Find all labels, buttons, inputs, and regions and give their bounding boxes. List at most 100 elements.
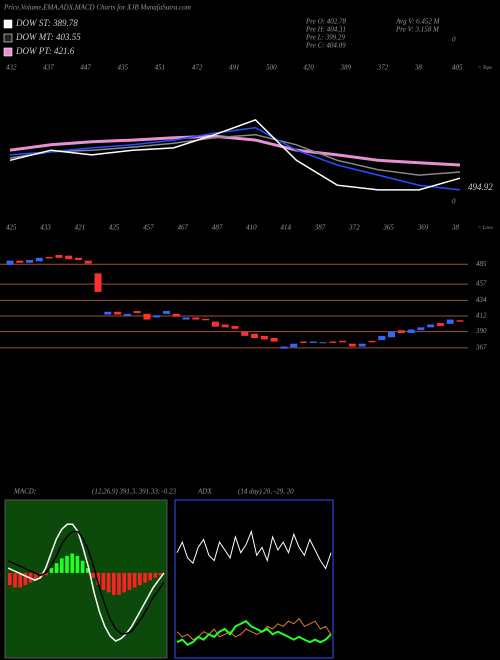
- candle: [6, 260, 14, 265]
- adx-label: ADX: [197, 488, 212, 496]
- macd-bar: [54, 563, 59, 573]
- legend-label: DOW PT: 421.6: [15, 46, 75, 56]
- candle: [309, 341, 317, 343]
- candle: [65, 255, 73, 260]
- top-label: 372: [377, 64, 389, 72]
- candle: [35, 257, 43, 262]
- end-label: 494.92: [468, 182, 493, 192]
- macd-params: (12,26,9) 391.3, 391.33, -0.23: [92, 488, 176, 496]
- y-tick-label: 412: [476, 312, 487, 320]
- info-text: Avg V: 6.452 M: [395, 18, 441, 26]
- candle: [84, 260, 92, 264]
- macd-bar: [44, 572, 49, 576]
- candle: [55, 254, 63, 258]
- macd-bar: [143, 572, 147, 583]
- macd-bar: [80, 560, 85, 573]
- low-label: 365: [382, 224, 394, 232]
- legend-swatch: [3, 33, 13, 43]
- candle: [74, 257, 82, 260]
- info-text: Pre O: 402.78: [305, 18, 346, 26]
- macd-bar: [91, 572, 95, 578]
- top-label: 405: [452, 64, 463, 72]
- low-label: 387: [314, 224, 326, 232]
- candle: [299, 341, 307, 343]
- info-text: Pre C: 404.09: [305, 42, 346, 50]
- macd-bar: [23, 572, 28, 586]
- candle: [348, 343, 356, 347]
- ema-line: [9, 119, 461, 191]
- macd-bar: [122, 572, 127, 593]
- macd-line: [7, 523, 165, 642]
- tops-caption: < Tops: [478, 66, 492, 71]
- candle: [26, 259, 34, 263]
- candle: [436, 323, 444, 326]
- y-tick-label: 434: [476, 296, 487, 304]
- adx-line: [176, 529, 332, 570]
- top-label: 435: [118, 64, 129, 72]
- y-tick-label: 485: [476, 260, 487, 268]
- macd-bar: [153, 572, 158, 578]
- ema-line: [9, 134, 461, 167]
- candle: [427, 324, 435, 328]
- info-text: Pre H: 404.31: [305, 26, 346, 34]
- ema-line: [9, 133, 461, 176]
- candle: [397, 330, 405, 334]
- low-label: 421: [75, 224, 86, 232]
- macd-bar: [96, 572, 101, 586]
- candle: [192, 317, 200, 320]
- low-label: 425: [6, 224, 17, 232]
- info-text: Pre V: 3.158 M: [395, 26, 440, 34]
- low-label: 433: [40, 224, 51, 232]
- candle: [339, 340, 347, 343]
- macd-bar: [8, 572, 12, 586]
- macd-bar: [112, 572, 116, 595]
- top-label: 447: [80, 64, 91, 72]
- page-title: Price,Volume,EMA,ADX,MACD Charts for XJB…: [3, 4, 191, 12]
- candle: [211, 321, 219, 327]
- candle: [16, 260, 24, 263]
- top-label: 472: [192, 64, 203, 72]
- macd-bar: [70, 553, 75, 573]
- candle: [143, 313, 151, 320]
- macd-bar: [60, 558, 64, 573]
- candle: [280, 346, 288, 349]
- candle: [153, 315, 161, 318]
- macd-bar: [34, 572, 38, 581]
- candle: [104, 311, 112, 315]
- candle: [163, 311, 171, 314]
- macd-line: [7, 530, 165, 635]
- info-text: Pre L: 399.29: [305, 34, 345, 42]
- candle: [378, 335, 386, 341]
- candle: [407, 329, 415, 334]
- candle: [290, 343, 298, 348]
- adx-params: (14 day) 20, -29, 20: [238, 488, 294, 496]
- candle: [182, 317, 190, 320]
- top-label: 451: [155, 64, 166, 72]
- adx-line: [176, 619, 332, 647]
- top-label: 432: [6, 64, 17, 72]
- macd-bar: [101, 572, 106, 590]
- candle: [358, 343, 366, 347]
- candle: [319, 342, 327, 344]
- low-label: 414: [280, 224, 291, 232]
- candle: [417, 327, 425, 331]
- macd-bar: [75, 555, 80, 573]
- candle: [388, 331, 396, 338]
- candle: [446, 319, 454, 324]
- legend-swatch: [3, 47, 13, 57]
- low-label: 372: [348, 224, 360, 232]
- candle: [231, 325, 239, 329]
- top-label: 491: [229, 64, 240, 72]
- top-label: 420: [303, 64, 314, 72]
- ema-line: [9, 126, 461, 191]
- legend-swatch: [3, 19, 13, 29]
- candle: [251, 333, 259, 338]
- low-label: 467: [178, 224, 189, 232]
- low-label: 369: [417, 224, 429, 232]
- macd-bar: [65, 555, 69, 573]
- candle: [241, 331, 249, 336]
- candle: [123, 313, 131, 316]
- candle: [133, 311, 141, 314]
